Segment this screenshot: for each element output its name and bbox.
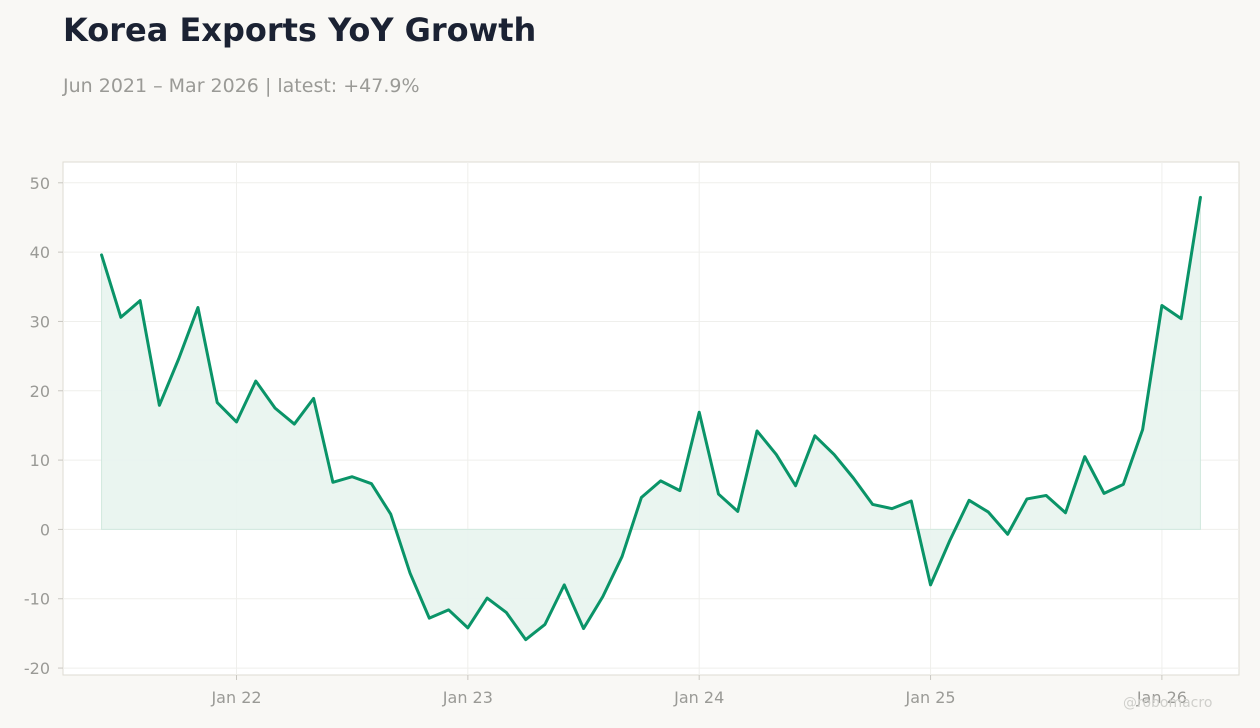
y-tick-label: 10: [30, 451, 50, 470]
watermark: @robomacro: [1123, 695, 1213, 711]
chart-title: Korea Exports YoY Growth: [63, 11, 537, 49]
x-tick-label: Jan 22: [210, 688, 261, 707]
y-tick-label: -10: [24, 590, 50, 609]
chart-subtitle: Jun 2021 – Mar 2026 | latest: +47.9%: [63, 75, 420, 97]
y-tick-label: 0: [40, 520, 50, 539]
x-tick-label: Jan 23: [442, 688, 493, 707]
axis-layer: -20 -10 0 10 20 30 40 50 Jan 22 Jan 23 Jan 24 Jan 2…: [24, 174, 1187, 707]
x-tick-label: Jan 26: [1136, 688, 1187, 707]
x-tick-label: Jan 24: [673, 688, 724, 707]
y-tick-label: 50: [30, 174, 50, 193]
y-tick-label: 30: [30, 312, 50, 331]
series-line: [100, 195, 1202, 642]
y-tick-label: -20: [24, 659, 50, 678]
y-tick-label: 40: [30, 243, 50, 262]
line-layer: [100, 195, 1202, 642]
x-tick-label: Jan 25: [904, 688, 955, 707]
y-tick-label: 20: [30, 382, 50, 401]
